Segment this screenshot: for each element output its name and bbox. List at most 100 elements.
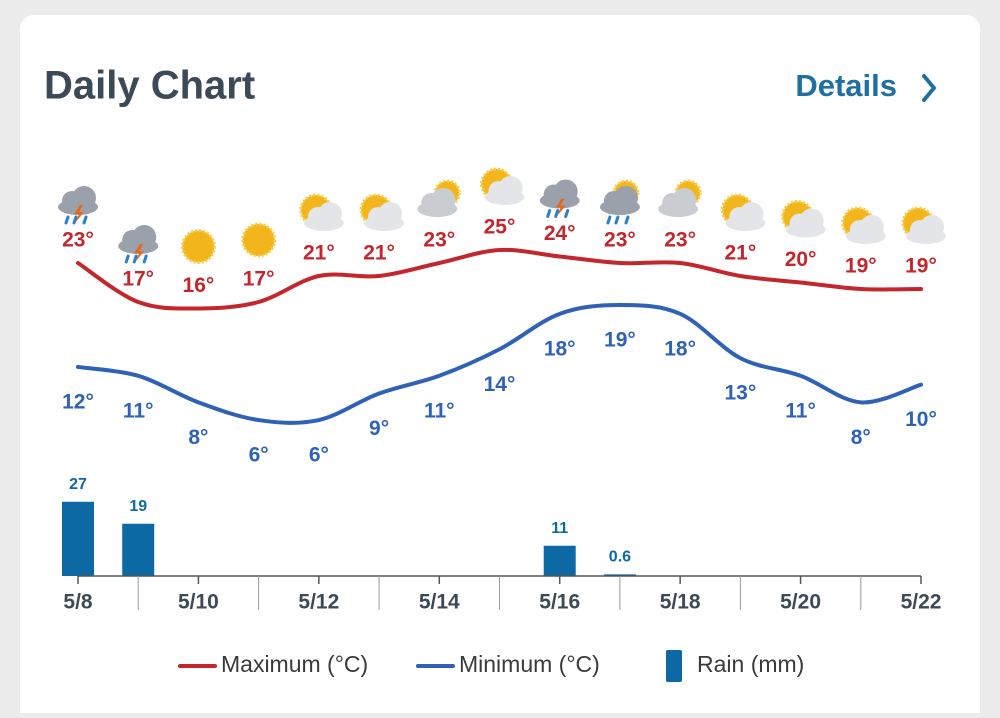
temperature-label: 13° <box>724 382 756 405</box>
temperature-label: 19° <box>604 329 636 352</box>
temperature-label: 6° <box>309 444 329 467</box>
x-tick-label: 5/16 <box>539 591 580 614</box>
x-tick-label: 5/22 <box>901 591 942 614</box>
rain-bar <box>122 523 155 576</box>
cloud <box>799 208 824 233</box>
rain-drop <box>546 209 552 218</box>
temperature-label: 16° <box>183 274 215 297</box>
weather-icon <box>180 229 216 264</box>
temperature-label: 25° <box>484 216 516 239</box>
card-title: Daily Chart <box>44 64 255 108</box>
temperature-label: 8° <box>851 426 871 449</box>
rain-drop <box>624 215 630 225</box>
sun <box>241 222 277 258</box>
temperature-line <box>76 302 923 425</box>
weather-icon <box>539 179 580 218</box>
temperature-label: 18° <box>664 337 696 360</box>
x-tick-label: 5/10 <box>178 591 219 614</box>
temperature-label: 24° <box>544 222 576 245</box>
rain-bar <box>543 545 576 576</box>
temperature-label: 19° <box>845 255 877 278</box>
rain-drop <box>606 215 612 225</box>
lightning <box>74 205 84 223</box>
cloud <box>553 179 578 204</box>
details-text[interactable]: Details <box>795 68 897 103</box>
temperature-label: 8° <box>188 426 208 449</box>
cloud <box>498 176 523 200</box>
weather-icon <box>841 206 886 244</box>
cloud <box>672 188 697 212</box>
weather-icon <box>901 206 946 244</box>
temperature-label: 9° <box>369 417 389 440</box>
cloud <box>378 202 403 226</box>
temperature-label: 17° <box>122 268 154 291</box>
cloud <box>132 225 157 249</box>
temperature-label: 21° <box>363 242 395 265</box>
rain-drop <box>82 215 88 225</box>
rain-drop <box>64 215 70 225</box>
weather-icon <box>417 179 461 217</box>
cloud <box>739 202 764 226</box>
temperature-label: 23° <box>62 229 94 252</box>
cloud <box>72 186 96 210</box>
temperature-label: 10° <box>905 408 937 431</box>
cloud <box>431 188 456 212</box>
x-tick-label: 5/12 <box>298 591 339 614</box>
weather-icon <box>118 225 159 264</box>
temperature-label: 20° <box>785 248 817 271</box>
cloud <box>613 186 638 210</box>
weather-icon <box>781 200 826 238</box>
temperature-label: 18° <box>544 337 576 360</box>
cloud <box>317 202 342 226</box>
temperature-label: 23° <box>604 229 636 252</box>
temperature-label: 17° <box>243 268 275 291</box>
rain-drop <box>72 215 78 225</box>
temperature-label: 19° <box>905 255 937 278</box>
weather-icon <box>480 167 525 205</box>
temperature-label: 6° <box>249 444 269 467</box>
temperature-label: 14° <box>484 373 516 396</box>
lightning <box>555 198 566 217</box>
rain-bar <box>603 574 636 576</box>
cloud <box>859 215 884 239</box>
rain-drop <box>142 254 148 264</box>
weather-icon <box>58 186 98 225</box>
temperature-label: 23° <box>664 229 696 252</box>
temperature-label: 21° <box>303 242 335 265</box>
weather-icon <box>241 222 277 258</box>
chevron[interactable] <box>922 74 936 102</box>
temperature-label: 23° <box>423 229 455 252</box>
rain-label: 27 <box>69 476 87 493</box>
temperature-label: 11° <box>785 399 816 422</box>
temperature-label: 11° <box>123 399 154 422</box>
legend-label: Rain (mm) <box>697 651 804 677</box>
weather-icon <box>658 179 702 217</box>
rain-drop <box>124 254 130 264</box>
card <box>20 15 980 718</box>
x-tick-label: 5/18 <box>660 591 701 614</box>
details-link[interactable]: Details <box>795 68 936 103</box>
rain-drop <box>554 209 560 218</box>
rain-drop <box>614 215 620 225</box>
legend-label: Minimum (°C) <box>459 651 600 677</box>
weather-icon <box>599 179 640 225</box>
temperature-label: 11° <box>424 399 455 422</box>
weather-icon <box>359 193 405 231</box>
x-tick-label: 5/20 <box>780 591 821 614</box>
rain-drop <box>132 254 138 264</box>
weather-icon <box>299 193 344 231</box>
temperature-label: 12° <box>62 390 94 413</box>
sun <box>180 229 216 264</box>
temperature-line <box>76 247 923 311</box>
rain-bar <box>62 501 94 576</box>
rain-drop <box>564 209 570 218</box>
cloud <box>920 215 944 239</box>
rain-label: 0.6 <box>609 549 631 566</box>
weather-icon <box>720 193 766 231</box>
rain-label: 19 <box>129 498 147 515</box>
legend-label: Maximum (°C) <box>221 651 368 677</box>
lightning <box>134 244 145 262</box>
legend-swatch <box>666 650 682 682</box>
